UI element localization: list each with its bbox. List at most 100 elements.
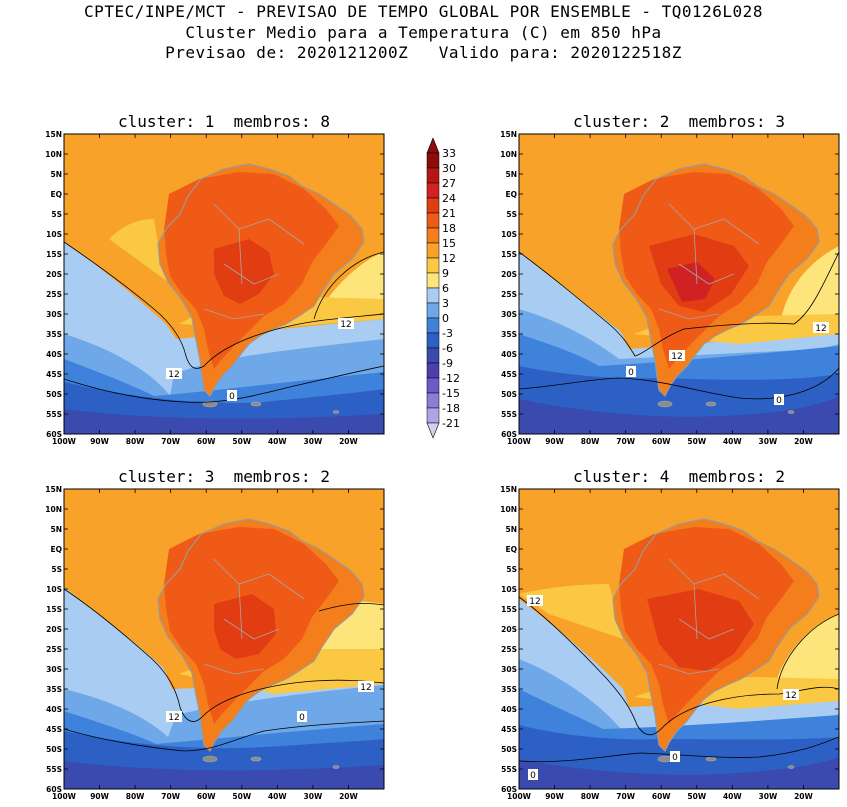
contour-label: 0 <box>297 711 307 723</box>
latitude-label: 15N <box>500 130 517 139</box>
colorbar-swatch <box>426 392 440 409</box>
temperature-field <box>519 489 839 789</box>
temperature-band <box>214 594 276 659</box>
longitude-label: 100W <box>507 437 532 446</box>
longitude-label: 30W <box>304 437 323 446</box>
latitude-label: 50S <box>501 390 517 399</box>
colorbar-label: -9 <box>442 357 453 370</box>
contour-line <box>318 602 384 612</box>
latitude-label: 55S <box>501 765 517 774</box>
map-svg-cluster-1: 12 12 0 15N 10N 5N EQ 5S 10S 15S 20S 25S 30S 35S 40S 45… <box>45 130 385 446</box>
colorbar-swatch <box>426 152 440 169</box>
island <box>787 410 795 414</box>
colorbar-label: 6 <box>442 282 449 295</box>
island <box>332 410 340 414</box>
longitude-label: 70W <box>616 437 635 446</box>
island <box>657 400 673 408</box>
longitude-label: 70W <box>616 792 635 801</box>
island <box>705 756 717 762</box>
latitude-label: 10S <box>501 585 517 594</box>
panel-title-cluster-3: cluster: 3 membros: 2 <box>118 467 330 486</box>
latitude-label: 10N <box>45 150 62 159</box>
colorbar-swatch <box>426 242 440 259</box>
map-frame <box>63 488 385 790</box>
latitude-label: 25S <box>46 290 62 299</box>
colorbar-label: 18 <box>442 222 456 235</box>
longitude-label: 40W <box>723 792 742 801</box>
island <box>332 765 340 769</box>
contour-line <box>313 251 384 320</box>
colorbar-label: -3 <box>442 327 453 340</box>
country-border <box>723 573 760 600</box>
contour-label: 12 <box>166 368 182 380</box>
colorbar-label: 15 <box>442 237 456 250</box>
latitude-label: 5N <box>51 525 63 534</box>
svg-text:12: 12 <box>340 320 351 330</box>
country-border <box>223 263 280 285</box>
colorbar-label: 24 <box>442 192 456 205</box>
longitude-label: 40W <box>268 792 287 801</box>
longitude-label: 80W <box>126 437 145 446</box>
longitude-label: 20W <box>339 792 358 801</box>
colorbar-top-triangle <box>426 137 440 154</box>
temperature-band <box>667 262 715 302</box>
temperature-band <box>64 409 384 434</box>
svg-text:12: 12 <box>529 597 540 607</box>
map-panel-cluster-1: 12 12 0 15N 10N 5N EQ 5S 10S 15S 20S 25S 30S 35S 40S 45… <box>24 130 394 452</box>
island <box>787 765 795 769</box>
country-border <box>238 583 243 640</box>
latitude-label: 25S <box>501 290 517 299</box>
temperature-band <box>64 761 384 789</box>
latitude-label: 50S <box>46 745 62 754</box>
latitude-label: 5N <box>506 170 518 179</box>
country-border <box>238 228 243 285</box>
temperature-band <box>519 757 839 789</box>
longitude-label: 20W <box>794 792 813 801</box>
contour-label: 12 <box>813 322 829 334</box>
temperature-band <box>779 246 839 334</box>
latitude-label: 45S <box>501 370 517 379</box>
latitude-label: 45S <box>46 370 62 379</box>
contour-line <box>64 588 384 722</box>
longitude-label: 50W <box>232 437 251 446</box>
map-panel-cluster-3: 12 12 0 15N 10N 5N EQ 5S 10S 15S 20S 25S 30S 35S 40S 45… <box>24 485 394 807</box>
country-border <box>658 308 720 320</box>
colorbar-label: -15 <box>442 387 460 400</box>
latitude-label: 60S <box>46 430 62 439</box>
colorbar-swatch <box>426 347 440 364</box>
latitude-label: 45S <box>46 725 62 734</box>
island <box>250 401 262 407</box>
longitude-label: 30W <box>304 792 323 801</box>
longitude-label: 100W <box>52 792 77 801</box>
svg-text:12: 12 <box>815 324 826 334</box>
contour-label: 0 <box>626 366 636 378</box>
contour-line <box>64 241 384 369</box>
contour-label: 0 <box>774 394 784 406</box>
map-svg-cluster-2: 12 12 0 0 15N 10N 5N EQ 5S 10S 15S 20S 25S 30S 35S 40S 4… <box>500 130 840 446</box>
longitude-label: 70W <box>161 792 180 801</box>
contour-label: 12 <box>669 350 685 362</box>
longitude-label: 60W <box>652 792 671 801</box>
contour-line <box>519 251 839 357</box>
svg-text:0: 0 <box>530 771 536 781</box>
latitude-label: EQ <box>51 190 63 199</box>
latitude-label: 15S <box>501 250 517 259</box>
country-border <box>693 228 698 285</box>
longitude-label: 80W <box>581 792 600 801</box>
svg-text:12: 12 <box>168 370 179 380</box>
colorbar-swatch <box>426 212 440 229</box>
latitude-label: 20S <box>46 625 62 634</box>
colorbar-label: -18 <box>442 402 460 415</box>
latitude-label: 5N <box>506 525 518 534</box>
longitude-label: 90W <box>90 792 109 801</box>
country-border <box>203 663 265 675</box>
latitude-label: 15S <box>501 605 517 614</box>
latitude-label: 40S <box>46 350 62 359</box>
temperature-band <box>519 584 623 639</box>
latitude-label: 55S <box>46 765 62 774</box>
island <box>250 756 262 762</box>
map-frame <box>63 133 385 435</box>
latitude-label: 30S <box>501 310 517 319</box>
latitude-label: 50S <box>46 390 62 399</box>
latitude-label: 35S <box>501 330 517 339</box>
